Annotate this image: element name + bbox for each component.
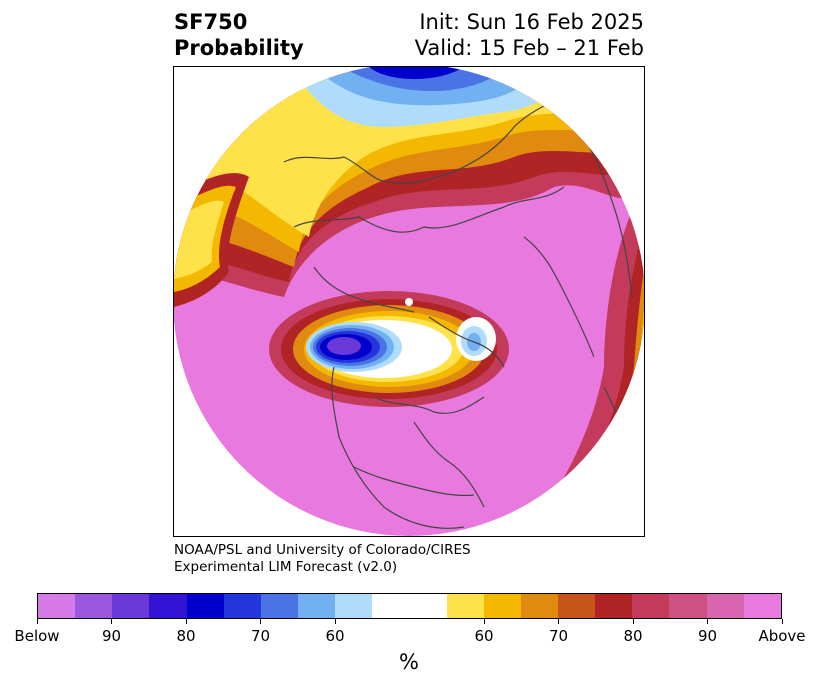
colorbar-segment <box>297 594 336 618</box>
colorbar-segment <box>706 594 744 618</box>
colorbar-tick-label: Above <box>758 627 806 645</box>
variable-title: SF750 <box>174 10 248 34</box>
colorbar-tick <box>260 619 261 624</box>
colorbar-segment <box>557 594 596 618</box>
colorbar-segment <box>632 594 670 618</box>
colorbar-tick <box>781 619 783 624</box>
colorbar-tick-label: 80 <box>623 627 643 645</box>
colorbar-tick <box>36 619 38 624</box>
colorbar-tick <box>334 619 336 624</box>
map-svg <box>174 67 644 536</box>
colorbar-segment <box>223 594 261 618</box>
credit-text: NOAA/PSL and University of Colorado/CIRE… <box>174 542 471 576</box>
colorbar-segment <box>669 594 707 618</box>
colorbar-segment <box>520 594 558 618</box>
product-title: Probability <box>174 36 304 60</box>
colorbar-segment <box>409 594 447 618</box>
colorbar-segment <box>595 594 633 618</box>
colorbar-segment <box>112 594 150 618</box>
colorbar-segment <box>38 594 76 618</box>
field-arctic-90 <box>359 67 474 79</box>
polar-map <box>173 66 645 537</box>
north-pole-dot <box>405 298 413 306</box>
colorbar-unit: % <box>399 650 419 674</box>
colorbar-tick-label: 70 <box>250 627 271 645</box>
credit-line-1: NOAA/PSL and University of Colorado/CIRE… <box>174 542 471 558</box>
colorbar-segment <box>743 594 781 618</box>
colorbar-segment <box>186 594 224 618</box>
colorbar <box>37 593 782 619</box>
title-block-right: Init: Sun 16 Feb 2025 Valid: 15 Feb – 21… <box>415 9 644 61</box>
probability-field <box>174 67 644 536</box>
colorbar-segment <box>260 594 298 618</box>
colorbar-segment <box>483 594 521 618</box>
colorbar-tick-label: 60 <box>325 627 345 645</box>
credit-line-2: Experimental LIM Forecast (v2.0) <box>174 559 398 575</box>
valid-range: Valid: 15 Feb – 21 Feb <box>414 36 644 60</box>
colorbar-segment <box>372 594 410 618</box>
colorbar-segment <box>446 594 484 618</box>
colorbar-tick <box>558 619 559 624</box>
field-center-below-far <box>327 337 361 355</box>
init-date: Init: Sun 16 Feb 2025 <box>419 10 644 34</box>
colorbar-tick <box>111 619 112 624</box>
colorbar-segment <box>335 594 373 618</box>
colorbar-tick-label: 90 <box>697 627 718 645</box>
colorbar-segment <box>149 594 187 618</box>
colorbar-tick <box>483 619 485 624</box>
colorbar-tick <box>185 619 187 624</box>
title-block-left: SF750 Probability <box>174 9 304 61</box>
colorbar-tick-label: 90 <box>101 627 122 645</box>
colorbar-segment <box>75 594 113 618</box>
colorbar-tick-label: 80 <box>176 627 196 645</box>
colorbar-tick <box>632 619 634 624</box>
colorbar-tick-label: Below <box>14 627 60 645</box>
colorbar-tick <box>707 619 708 624</box>
colorbar-tick-label: 60 <box>474 627 494 645</box>
colorbar-tick-label: 70 <box>548 627 569 645</box>
